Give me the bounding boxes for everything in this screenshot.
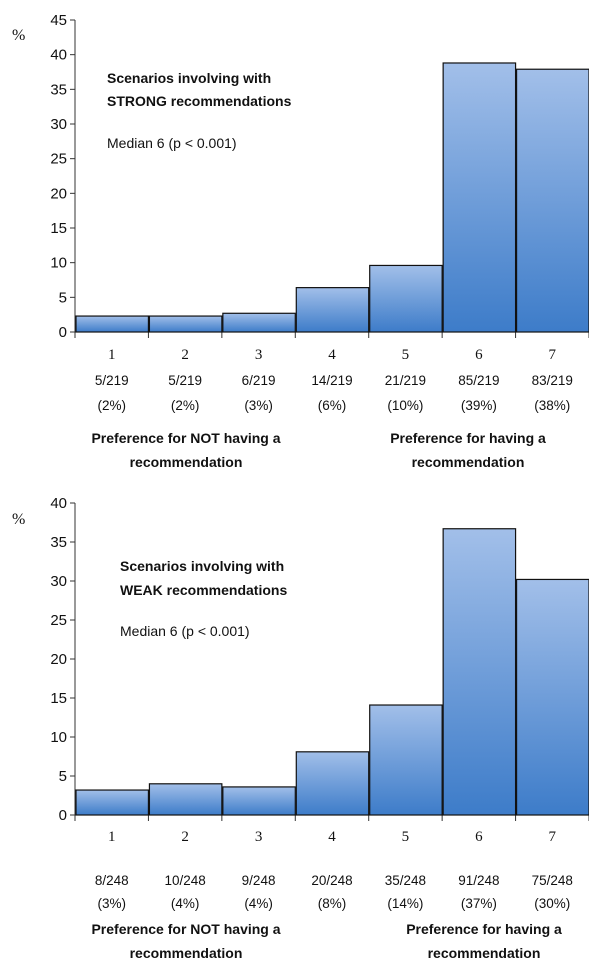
y-tick-label: 30 — [50, 116, 67, 133]
count-label: 91/248 — [458, 873, 499, 888]
percent-label: (3%) — [244, 398, 273, 413]
y-axis-unit-label: % — [12, 511, 25, 528]
y-tick-label: 20 — [50, 185, 67, 202]
median-annotation: Median 6 (p < 0.001) — [120, 623, 250, 639]
count-label: 5/219 — [168, 373, 202, 388]
percent-label: (8%) — [318, 896, 347, 911]
count-label: 5/219 — [95, 373, 129, 388]
bar-3 — [222, 312, 296, 333]
y-tick-label: 10 — [50, 255, 67, 272]
y-tick-label: 35 — [50, 81, 67, 98]
bar-5 — [369, 264, 443, 333]
percent-label: (2%) — [97, 398, 126, 413]
count-label: 21/219 — [385, 373, 426, 388]
y-tick-label: 25 — [50, 151, 67, 168]
y-axis-unit-label: % — [12, 27, 25, 44]
y-tick-label: 10 — [50, 729, 67, 746]
x-category-label: 4 — [328, 347, 336, 363]
bar-2 — [148, 315, 223, 333]
bar-2 — [148, 783, 223, 816]
bar-7 — [515, 578, 589, 816]
y-tick-label: 0 — [59, 807, 67, 824]
annotation-line-1: Scenarios involving with — [120, 558, 284, 574]
bar-1 — [75, 315, 150, 333]
percent-label: (30%) — [534, 896, 570, 911]
annotation-line-2: WEAK recommendations — [120, 582, 287, 598]
count-label: 14/219 — [311, 373, 352, 388]
y-tick-label: 30 — [50, 573, 67, 590]
median-annotation: Median 6 (p < 0.001) — [107, 135, 237, 151]
x-category-label: 7 — [549, 347, 557, 363]
annotation-line-1: Scenarios involving with — [107, 70, 271, 86]
y-tick-label: 5 — [59, 289, 67, 306]
x-category-label: 5 — [402, 347, 410, 363]
count-label: 9/248 — [242, 873, 276, 888]
chart-2: 0 5 10 15 20 25 30 35 40% 1 8/248 (3%) 2 10/248 (4%) 3 9… — [12, 495, 589, 960]
bar-5 — [369, 704, 443, 816]
percent-label: (39%) — [461, 398, 497, 413]
count-label: 10/248 — [164, 873, 205, 888]
y-tick-label: 0 — [59, 324, 67, 341]
count-label: 85/219 — [458, 373, 499, 388]
percent-label: (4%) — [171, 896, 200, 911]
y-tick-label: 15 — [50, 220, 67, 237]
percent-label: (3%) — [97, 896, 126, 911]
y-tick-label: 15 — [50, 690, 67, 707]
x-category-label: 5 — [402, 829, 410, 845]
x-category-label: 3 — [255, 347, 263, 363]
bar-1 — [75, 789, 150, 816]
count-label: 35/248 — [385, 873, 426, 888]
bar-3 — [222, 786, 296, 816]
percent-label: (14%) — [387, 896, 423, 911]
right-caption-line-2: recommendation — [412, 454, 525, 470]
x-category-label: 1 — [108, 347, 116, 363]
x-category-label: 6 — [475, 347, 483, 363]
left-caption-line-2: recommendation — [130, 945, 243, 960]
percent-label: (38%) — [534, 398, 570, 413]
percent-label: (37%) — [461, 896, 497, 911]
count-label: 75/248 — [532, 873, 573, 888]
count-label: 6/219 — [242, 373, 276, 388]
bar-6 — [442, 62, 517, 333]
y-tick-label: 35 — [50, 534, 67, 551]
percent-label: (4%) — [244, 896, 273, 911]
count-label: 83/219 — [532, 373, 573, 388]
y-tick-label: 40 — [50, 495, 67, 512]
x-category-label: 3 — [255, 829, 263, 845]
x-category-label: 1 — [108, 829, 116, 845]
bar-6 — [442, 528, 517, 816]
right-caption-line-1: Preference for having a — [406, 921, 562, 937]
bar-4 — [295, 287, 370, 333]
x-category-label: 2 — [181, 347, 189, 363]
y-tick-label: 25 — [50, 612, 67, 629]
bar-7 — [515, 68, 589, 333]
left-caption-line-1: Preference for NOT having a — [91, 921, 280, 937]
bar-4 — [295, 751, 370, 816]
x-category-label: 7 — [549, 829, 557, 845]
left-caption-line-1: Preference for NOT having a — [91, 430, 280, 446]
count-label: 20/248 — [311, 873, 352, 888]
chart-1: 051015202530354045%15/219(2%)25/219(2%)3… — [12, 12, 589, 470]
percent-label: (2%) — [171, 398, 200, 413]
annotation-line-2: STRONG recommendations — [107, 93, 292, 109]
x-category-label: 6 — [475, 829, 483, 845]
y-tick-label: 45 — [50, 12, 67, 29]
y-tick-label: 20 — [50, 651, 67, 668]
y-tick-label: 40 — [50, 47, 67, 64]
percent-label: (10%) — [387, 398, 423, 413]
count-label: 8/248 — [95, 873, 129, 888]
x-category-label: 4 — [328, 829, 336, 845]
right-caption-line-2: recommendation — [428, 945, 541, 960]
percent-label: (6%) — [318, 398, 347, 413]
x-category-label: 2 — [181, 829, 189, 845]
right-caption-line-1: Preference for having a — [390, 430, 546, 446]
y-tick-label: 5 — [59, 768, 67, 785]
left-caption-line-2: recommendation — [130, 454, 243, 470]
